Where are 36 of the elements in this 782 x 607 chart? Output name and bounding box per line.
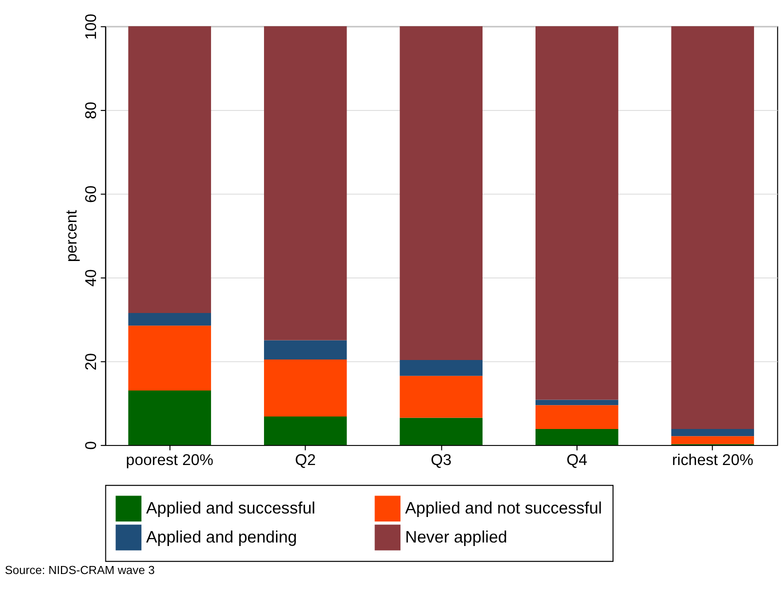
bar: [128, 26, 212, 314]
bar: [264, 26, 347, 340]
bar: [264, 360, 347, 416]
x-tick-label: Q3: [430, 452, 452, 469]
legend-label: Never applied: [405, 527, 508, 546]
bar: [536, 405, 618, 430]
y-tick-label: 40: [82, 268, 100, 287]
bar: [400, 418, 483, 445]
x-tick-label: richest 20%: [672, 452, 754, 469]
bar: [536, 429, 618, 445]
legend-label: Applied and successful: [146, 498, 316, 518]
y-tick-label: 60: [82, 185, 100, 203]
y-tick-label: 100: [82, 13, 100, 40]
bar: [671, 429, 754, 436]
bar: [671, 436, 754, 444]
legend-label: Applied and not successful: [405, 498, 602, 518]
legend-label: Applied and pending: [146, 527, 297, 546]
bar: [264, 340, 347, 360]
y-tick-label: 0: [82, 440, 100, 450]
bar: [400, 26, 483, 360]
y-tick-label: 20: [82, 352, 100, 370]
bar: [128, 390, 212, 445]
bar: [264, 416, 347, 445]
x-tick-label: Q2: [295, 452, 316, 469]
x-tick-label: poorest 20%: [126, 452, 214, 469]
bar: [400, 360, 483, 376]
bar: [128, 313, 212, 326]
source-note: Source: NIDS-CRAM wave 3: [4, 564, 155, 577]
bar: [536, 26, 618, 400]
bar: [536, 400, 618, 406]
x-tick-label: Q4: [566, 452, 588, 469]
bar: [400, 376, 483, 418]
bar: [128, 326, 212, 391]
y-axis-title: percent: [63, 209, 80, 262]
bar: [671, 26, 754, 430]
y-tick-label: 80: [82, 101, 100, 120]
